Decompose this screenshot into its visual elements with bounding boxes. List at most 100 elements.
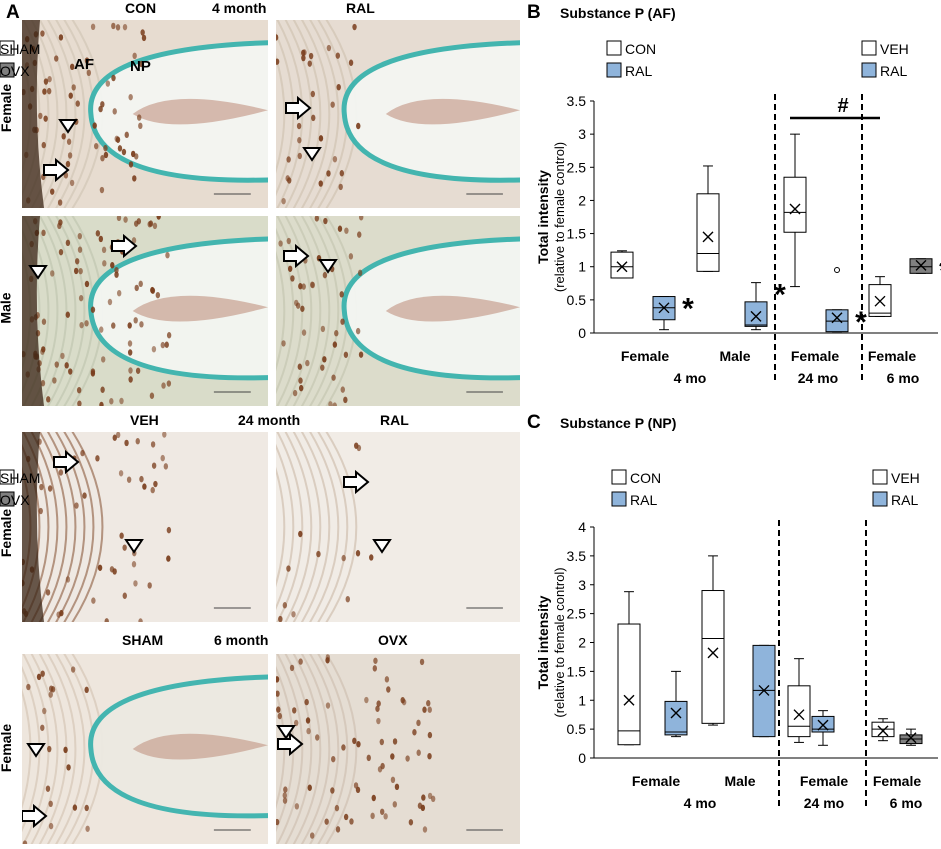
stained-cell <box>278 240 283 247</box>
stained-cell <box>348 253 354 260</box>
stained-cell <box>128 93 133 101</box>
fiber-line <box>38 20 68 208</box>
stained-cell <box>65 311 71 318</box>
stained-cell <box>73 267 79 275</box>
fiber-line <box>309 20 340 208</box>
stained-cell <box>320 325 326 333</box>
stained-cell <box>114 135 119 143</box>
fiber-line <box>284 432 313 622</box>
category-label: Female <box>800 773 848 789</box>
stained-cell <box>142 483 147 490</box>
stained-cell <box>131 561 137 568</box>
stained-cell <box>128 161 134 168</box>
stained-cell <box>127 349 133 356</box>
stained-cell <box>61 133 66 140</box>
stained-cell <box>292 707 297 714</box>
stained-cell <box>330 101 335 108</box>
stained-cell <box>140 29 145 36</box>
fiber-line <box>325 654 358 844</box>
category-label: Female <box>868 348 916 364</box>
panel-letter-a: A <box>6 2 20 23</box>
box-ovx <box>899 734 923 745</box>
stained-cell <box>148 220 154 227</box>
stained-cell <box>132 175 137 182</box>
stained-cell <box>66 138 72 145</box>
stained-cell <box>121 148 127 156</box>
stained-cell <box>163 463 169 470</box>
stained-cell <box>282 792 287 799</box>
stained-cell <box>90 23 96 31</box>
stained-cell <box>101 356 106 363</box>
stained-cell <box>364 696 369 704</box>
stained-cell <box>133 580 138 587</box>
arrow-marker <box>43 157 70 183</box>
stained-cell <box>343 813 349 821</box>
legend-label: RAL <box>880 63 907 79</box>
stained-cell <box>335 52 341 59</box>
y-tick-label: 1 <box>578 692 586 708</box>
stained-cell <box>40 348 45 355</box>
y-tick-label: 1.5 <box>567 226 587 242</box>
stained-cell <box>135 438 140 445</box>
stained-cell <box>103 151 109 159</box>
stained-cell <box>286 237 291 245</box>
y-tick-label: 1 <box>578 259 586 275</box>
mean-marker <box>670 707 682 719</box>
fiber-line <box>46 20 77 208</box>
micro-label-ral-24mo: RAL <box>380 412 409 428</box>
stained-cell <box>39 483 44 491</box>
stained-cell <box>390 753 395 760</box>
stained-cell <box>26 683 31 691</box>
stained-cell <box>160 454 165 462</box>
arrow-marker <box>283 243 310 269</box>
fiber-line <box>46 654 77 844</box>
np-cell-cluster <box>385 295 520 322</box>
stained-cell <box>343 396 348 404</box>
box-con <box>610 251 634 279</box>
stained-cell <box>298 530 303 538</box>
mean-marker <box>915 259 927 271</box>
micro-label-con: CON <box>125 0 157 16</box>
box-ovx <box>909 258 933 274</box>
fiber-line <box>276 228 295 394</box>
stained-cell <box>65 239 71 247</box>
stained-cell <box>305 359 310 367</box>
stained-cell <box>380 762 385 770</box>
age-label: 24 mo <box>804 795 844 811</box>
stained-cell <box>341 744 346 751</box>
stained-cell <box>308 52 314 60</box>
mean-marker <box>707 647 719 659</box>
category-label: Male <box>724 773 755 789</box>
micro-label-ral-4mo: RAL <box>346 0 375 16</box>
stained-cell <box>300 305 305 312</box>
age-label: 24 mo <box>798 370 838 386</box>
stained-cell <box>152 222 158 230</box>
stained-cell <box>82 492 87 499</box>
stained-cell <box>315 734 320 741</box>
box-con <box>701 590 725 724</box>
stained-cell <box>42 707 47 715</box>
stained-cell <box>151 345 157 353</box>
stained-cell <box>47 75 52 83</box>
box-veh <box>787 685 811 738</box>
stained-cell <box>307 60 312 67</box>
stained-cell <box>84 280 90 288</box>
stained-cell <box>392 738 398 745</box>
stained-cell <box>345 595 350 603</box>
arrow-marker <box>285 95 312 121</box>
stained-cell <box>421 794 426 801</box>
category-label: Female <box>791 348 839 364</box>
stained-cell <box>339 291 344 298</box>
stained-cell <box>138 122 143 130</box>
stained-cell <box>338 183 343 191</box>
stained-cell <box>116 289 122 297</box>
box-con <box>617 623 641 746</box>
stained-cell <box>119 397 124 405</box>
fiber-line <box>38 432 68 622</box>
stained-cell <box>149 392 155 399</box>
stained-cell <box>296 122 302 130</box>
stained-cell <box>165 252 170 259</box>
stained-cell <box>331 374 336 381</box>
fiber-line <box>300 654 331 844</box>
mean-marker <box>817 719 829 731</box>
